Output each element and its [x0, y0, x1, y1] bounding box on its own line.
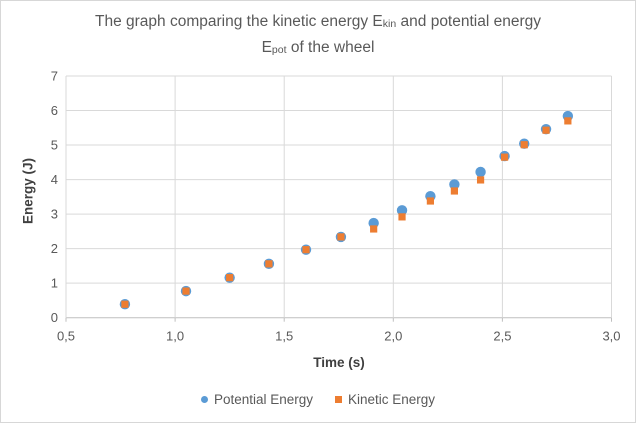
title-text: E [261, 39, 272, 56]
potential-energy-marker-icon [200, 396, 208, 403]
legend-item-potential-energy: Potential Energy [200, 392, 313, 407]
legend-label: Kinetic Energy [348, 392, 436, 407]
data-point-kinetic [520, 141, 528, 149]
legend-label: Potential Energy [213, 392, 313, 407]
x-tick-label: 1,0 [166, 329, 184, 344]
data-point-kinetic [500, 153, 509, 161]
data-point-kinetic [564, 117, 572, 125]
x-tick-label: 1,5 [275, 329, 293, 344]
title-subscript-pot: pot [271, 44, 287, 56]
data-point-kinetic [398, 213, 406, 221]
title-text: of the wheel [286, 39, 375, 56]
data-point-kinetic [182, 287, 190, 295]
chart-title-line1: The graph comparing the kinetic energy E… [1, 10, 635, 36]
data-point-kinetic [370, 225, 378, 233]
legend: Potential Energy Kinetic Energy [1, 392, 635, 407]
y-tick-label: 2 [51, 241, 58, 256]
data-point-kinetic [302, 246, 310, 254]
legend-item-kinetic-energy: Kinetic Energy [335, 392, 435, 407]
y-tick-label: 3 [51, 207, 58, 222]
data-point-kinetic [542, 126, 550, 134]
y-tick-label: 0 [51, 310, 58, 325]
kinetic-energy-marker-icon [335, 396, 342, 403]
x-tick-label: 0,5 [57, 329, 75, 344]
data-point-kinetic [426, 197, 434, 205]
x-tick-label: 2,0 [384, 329, 402, 344]
x-axis-title: Time (s) [313, 355, 365, 370]
y-tick-label: 7 [51, 69, 58, 84]
x-tick-label: 2,5 [493, 329, 511, 344]
data-point-kinetic [265, 260, 273, 268]
x-tick-label: 3,0 [602, 329, 620, 344]
data-point-potential [396, 205, 408, 216]
data-point-potential [449, 179, 460, 190]
data-point-kinetic [476, 176, 485, 184]
chart-title-line2: Epot of the wheel [1, 36, 635, 62]
y-tick-label: 4 [51, 172, 58, 187]
y-axis-title: Energy (J) [20, 157, 36, 225]
title-text: and potential energy [396, 13, 541, 30]
chart-title: The graph comparing the kinetic energy E… [1, 10, 635, 62]
y-tick-label: 5 [51, 138, 58, 153]
data-point-kinetic [226, 274, 234, 282]
data-point-potential [475, 166, 486, 178]
data-point-kinetic [121, 300, 129, 308]
y-tick-label: 1 [51, 276, 58, 291]
title-text: The graph comparing the kinetic energy E [95, 13, 383, 30]
y-tick-label: 6 [51, 103, 58, 118]
data-point-kinetic [450, 187, 458, 195]
title-subscript-kin: kin [382, 18, 397, 30]
data-point-kinetic [337, 233, 345, 241]
